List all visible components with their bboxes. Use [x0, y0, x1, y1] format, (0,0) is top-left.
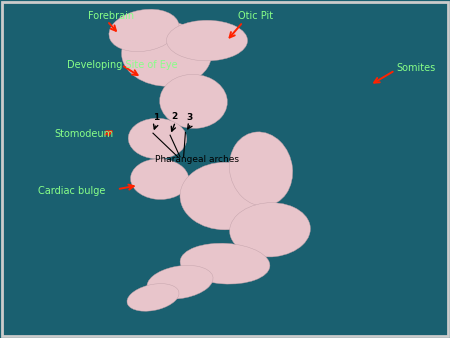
Text: Pharangeal arches: Pharangeal arches: [155, 155, 239, 164]
Ellipse shape: [128, 118, 187, 159]
Ellipse shape: [180, 243, 270, 284]
Ellipse shape: [122, 22, 212, 86]
Text: 3: 3: [187, 113, 193, 122]
Text: Otic Pit: Otic Pit: [238, 11, 274, 21]
Ellipse shape: [130, 159, 189, 199]
Ellipse shape: [147, 265, 213, 299]
Text: Somites: Somites: [396, 63, 435, 73]
Text: Stomodeum: Stomodeum: [54, 128, 113, 139]
Ellipse shape: [230, 132, 292, 206]
Ellipse shape: [180, 162, 270, 230]
Ellipse shape: [160, 74, 227, 128]
Ellipse shape: [230, 203, 310, 257]
Text: Cardiac bulge: Cardiac bulge: [38, 186, 106, 196]
Ellipse shape: [109, 9, 179, 52]
Text: 2: 2: [171, 112, 177, 121]
Text: Forebrain: Forebrain: [88, 11, 134, 21]
Text: Developing Site of Eye: Developing Site of Eye: [67, 60, 177, 70]
Ellipse shape: [166, 20, 248, 61]
Text: 1: 1: [153, 113, 159, 122]
Ellipse shape: [127, 284, 179, 311]
